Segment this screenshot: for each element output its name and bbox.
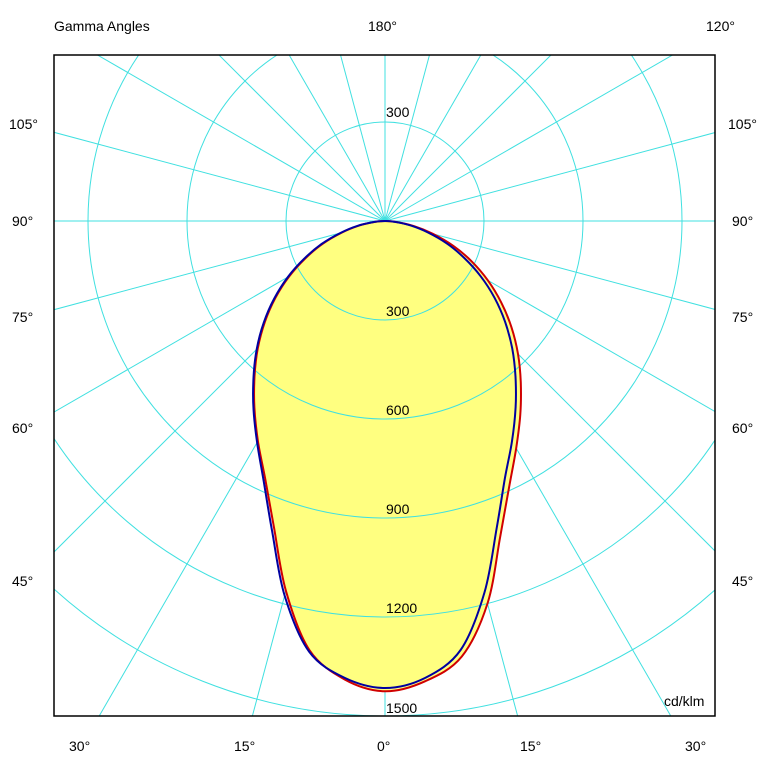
ring-label-600: 600 [386,402,410,418]
unit-label: cd/klm [664,693,704,709]
ring-label-300: 300 [386,303,410,319]
bottom-angle-label-0: 0° [377,738,391,754]
plot-frame [53,54,716,717]
radial-grid-circles [54,55,715,716]
ring-label-900: 900 [386,501,410,517]
top-right-angle-label: 120° [706,18,735,34]
curve-c90-c270 [252,219,517,690]
right-angle-label-105: 105° [728,116,757,132]
intensity-fill-area [254,221,521,692]
left-angle-label-45: 45° [12,573,34,589]
left-angle-label-105: 105° [9,116,38,132]
left-angle-label-90: 90° [12,213,34,229]
right-angle-label-45: 45° [732,573,754,589]
right-angle-label-60: 60° [732,420,754,436]
ring-label-1500: 1500 [386,700,417,716]
bottom-angle-label-30-left: 30° [69,738,91,754]
ring-label-1200: 1200 [386,600,417,616]
top-center-angle-label: 180° [368,18,397,34]
right-angle-label-75: 75° [732,309,754,325]
right-angle-label-90: 90° [732,213,754,229]
left-angle-label-75: 75° [12,309,34,325]
chart-title: Gamma Angles [54,18,150,34]
left-angle-label-60: 60° [12,420,34,436]
bottom-angle-label-15-right: 15° [520,738,542,754]
bottom-angle-label-30-right: 30° [685,738,707,754]
ring-label-300-upper: 300 [386,104,410,120]
bottom-angle-label-15-left: 15° [234,738,256,754]
